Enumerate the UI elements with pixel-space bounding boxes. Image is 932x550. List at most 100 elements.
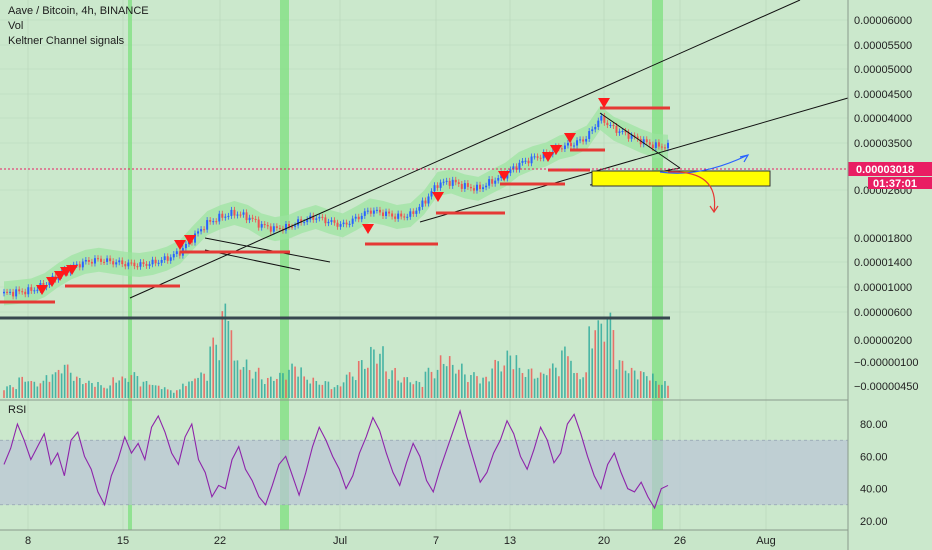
candle-body <box>224 216 227 218</box>
candle-body <box>600 115 603 121</box>
candle-body <box>448 180 451 186</box>
time-tick-label: 20 <box>598 535 610 547</box>
volume-bar <box>488 381 490 398</box>
sell-signal-marker[interactable] <box>542 152 554 162</box>
volume-bar <box>69 372 72 398</box>
candle-body <box>615 126 618 133</box>
volume-bar <box>664 381 666 398</box>
candle-body <box>569 142 572 147</box>
volume-bar <box>545 375 548 398</box>
sell-signal-marker[interactable] <box>66 265 78 275</box>
vol-indicator-label[interactable]: Vol <box>8 20 24 32</box>
sell-signal-marker[interactable] <box>564 133 576 143</box>
candle-body <box>233 209 236 216</box>
keltner-indicator-label[interactable]: Keltner Channel signals <box>8 35 125 47</box>
volume-bar <box>594 330 597 398</box>
volume-bar <box>288 369 290 398</box>
bearish-arrowhead <box>709 205 719 214</box>
candle-body <box>354 216 357 219</box>
sell-signal-marker[interactable] <box>432 192 444 202</box>
candle-body <box>573 145 576 147</box>
volume-bar <box>479 383 481 398</box>
sell-signal-marker[interactable] <box>36 285 48 295</box>
candle-body <box>357 216 360 220</box>
volume-bar <box>376 363 378 398</box>
volume-bar <box>109 385 111 398</box>
volume-bar <box>406 377 409 398</box>
candle-body <box>351 218 354 224</box>
candle-body <box>306 219 309 223</box>
volume-bar <box>351 376 354 398</box>
candle-body <box>591 129 594 132</box>
bearish-projection-arrow[interactable] <box>667 171 716 213</box>
volume-bar <box>606 317 609 398</box>
volume-bar <box>439 355 442 398</box>
candle-body <box>172 254 175 258</box>
lower-trendline[interactable] <box>419 97 849 223</box>
volume-bar <box>266 377 269 398</box>
candle-body <box>524 160 527 162</box>
volume-bar <box>533 378 536 398</box>
volume-bar <box>33 381 36 398</box>
volume-bar <box>370 346 372 398</box>
volume-bar <box>94 386 96 398</box>
volume-bar <box>30 380 33 398</box>
volume-bar <box>345 374 348 398</box>
volume-bar <box>273 380 275 398</box>
target-zone-box[interactable] <box>591 170 771 187</box>
candle-body <box>494 180 497 184</box>
sell-signal-marker[interactable] <box>46 277 58 287</box>
wedge-line[interactable] <box>599 112 681 169</box>
volume-bar <box>91 383 93 398</box>
volume-bar <box>348 372 351 398</box>
volume-bar <box>391 370 393 398</box>
rsi-line <box>0 409 848 510</box>
bullish-projection-arrow[interactable] <box>659 154 749 174</box>
rsi-indicator-label[interactable]: RSI <box>8 404 27 416</box>
candle-body <box>106 258 109 262</box>
time-tick-label: 7 <box>433 535 439 547</box>
volume-bar <box>85 383 87 398</box>
volume-bar <box>354 380 357 398</box>
candle-body <box>348 223 351 225</box>
candle-body <box>112 261 115 265</box>
sell-signal-marker[interactable] <box>184 235 196 245</box>
candle-body <box>460 183 463 189</box>
upper-trendline[interactable] <box>129 0 801 299</box>
rsi-tick-label: 60.00 <box>860 451 888 463</box>
candle-body <box>342 222 345 225</box>
sell-signal-marker[interactable] <box>598 98 610 108</box>
volume-bar <box>548 368 551 398</box>
volume-bar <box>542 373 545 398</box>
volume-bar <box>212 337 215 398</box>
candle-body <box>160 260 163 263</box>
candle-body <box>518 162 521 170</box>
candle-body <box>236 214 239 216</box>
volume-bar <box>103 387 105 398</box>
sell-signal-marker[interactable] <box>550 145 562 155</box>
candle-body <box>215 221 218 223</box>
volume-bar <box>336 385 339 398</box>
volume-bar <box>276 378 278 398</box>
sell-signal-marker[interactable] <box>54 271 66 281</box>
volume-bar <box>327 381 330 398</box>
volume-bar <box>567 356 569 398</box>
volume-bar <box>400 382 402 398</box>
volume-bar <box>60 373 63 398</box>
volume-bar <box>136 376 139 398</box>
volume-bar <box>627 373 630 398</box>
volume-bar <box>451 364 454 398</box>
sell-signal-marker[interactable] <box>498 171 510 181</box>
volume-bar <box>151 384 154 398</box>
candle-body <box>585 138 588 142</box>
candle-body <box>375 209 378 211</box>
candle-body <box>463 183 466 189</box>
sell-signal-marker[interactable] <box>174 240 186 250</box>
volume-bar <box>539 372 542 398</box>
channel-line[interactable] <box>204 237 331 263</box>
volume-bar <box>457 369 460 398</box>
time-tick-label: 22 <box>214 535 226 547</box>
volume-bar <box>145 381 148 398</box>
sell-signal-marker[interactable] <box>362 224 374 234</box>
